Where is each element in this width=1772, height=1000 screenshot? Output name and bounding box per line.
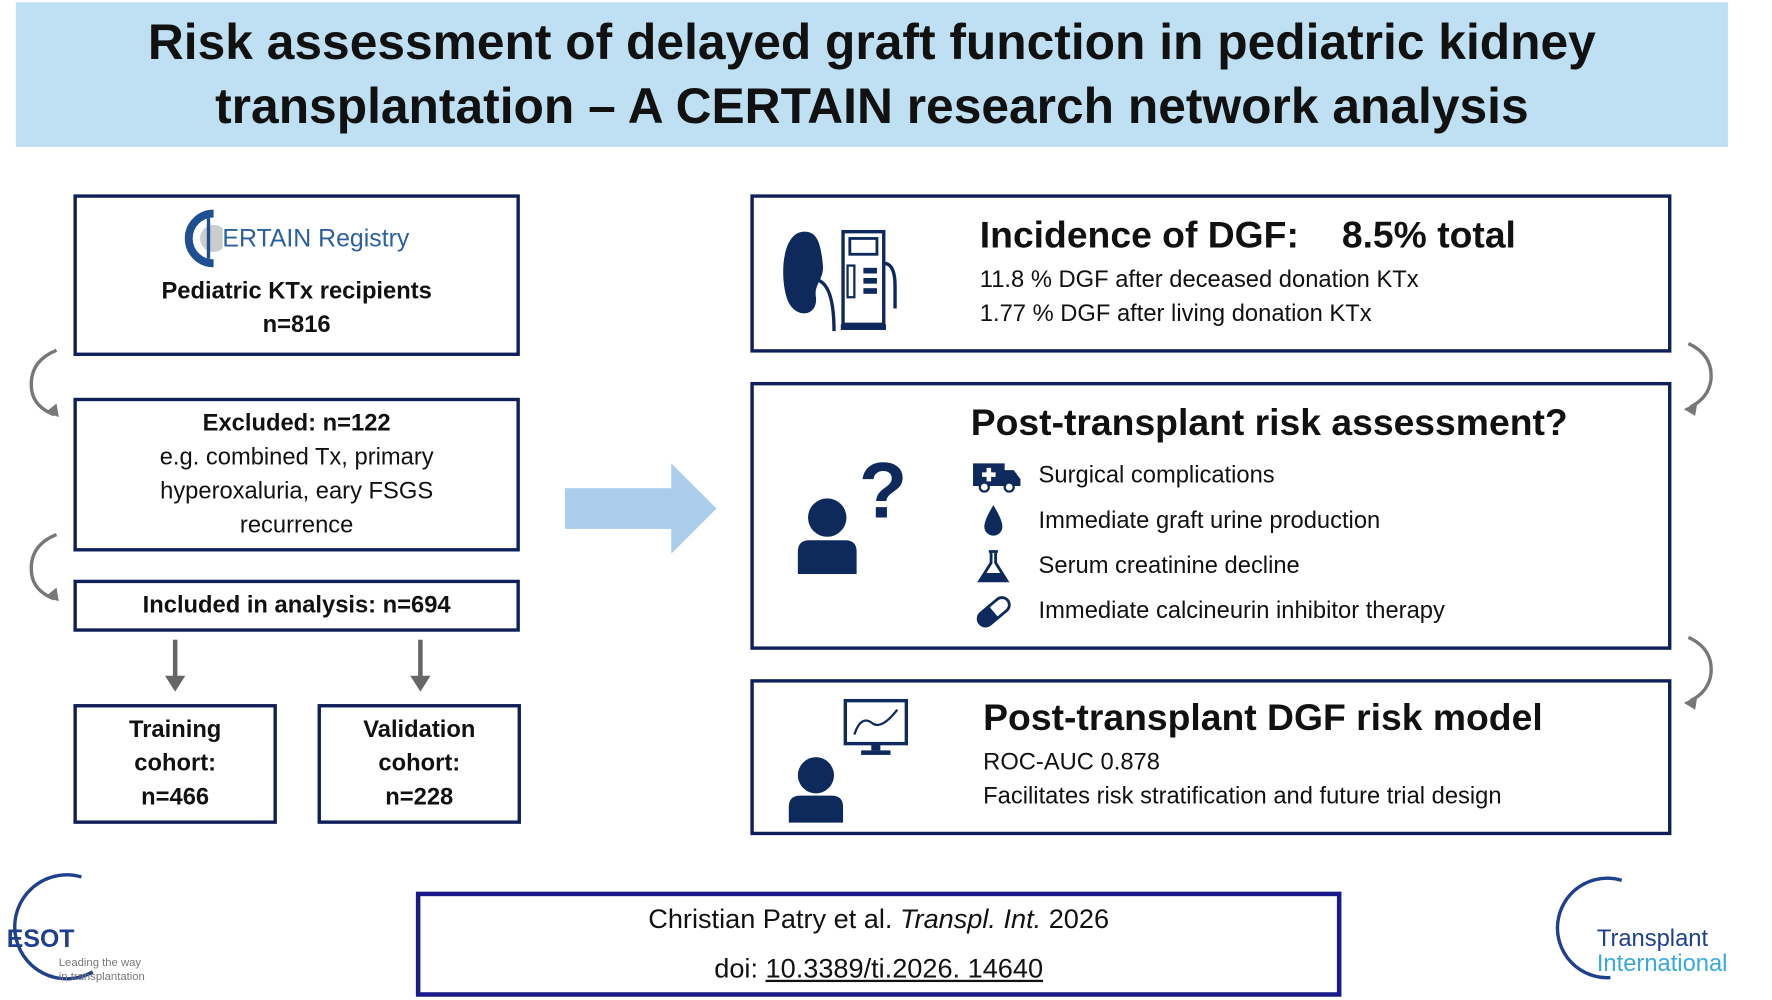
validation-line1: Validation bbox=[363, 716, 476, 743]
recipients-count: n=816 bbox=[262, 311, 331, 338]
transplant-international-logo: Transplant International bbox=[1543, 876, 1769, 983]
risk-factor-label: Immediate calcineurin inhibitor therapy bbox=[1038, 597, 1445, 624]
curved-arrow-icon bbox=[29, 348, 59, 418]
validation-line2: cohort: bbox=[378, 750, 461, 777]
risk-assessment-heading: Post-transplant risk assessment? bbox=[970, 401, 1568, 443]
esot-tagline-2: in transplantation bbox=[58, 970, 145, 984]
citation-year: 2026 bbox=[1041, 903, 1110, 935]
roc-auc: ROC-AUC 0.878 bbox=[983, 749, 1160, 776]
incidence-living: 1.77 % DGF after living donation KTx bbox=[979, 300, 1372, 327]
risk-factor-label: Immediate graft urine production bbox=[1038, 507, 1381, 534]
excluded-label: Excluded: n=122 bbox=[202, 410, 391, 437]
incidence-heading: Incidence of DGF: bbox=[979, 213, 1299, 256]
certain-registry-logo: ERTAIN Registry bbox=[184, 209, 409, 268]
ti-line1: Transplant bbox=[1596, 925, 1709, 952]
training-line1: Training bbox=[129, 716, 222, 743]
ti-line2: International bbox=[1596, 950, 1728, 977]
kidney-icon bbox=[783, 231, 824, 314]
registry-logo-text: ERTAIN Registry bbox=[222, 223, 410, 252]
right-arrow-icon bbox=[565, 463, 717, 554]
svg-text:?: ? bbox=[859, 448, 906, 535]
excluded-box: Excluded: n=122 e.g. combined Tx, primar… bbox=[73, 397, 520, 552]
incidence-deceased: 11.8 % DGF after deceased donation KTx bbox=[979, 266, 1419, 293]
esot-text: ESOT bbox=[6, 924, 75, 953]
ti-arc-icon bbox=[1555, 876, 1623, 980]
doi-link[interactable]: 10.3389/ti.2026. 14640 bbox=[765, 953, 1044, 984]
citation-journal: Transpl. Int. bbox=[899, 903, 1042, 935]
validation-cohort-box: Validation cohort: n=228 bbox=[317, 704, 521, 824]
down-arrow-icon bbox=[164, 639, 186, 692]
incidence-total: 8.5% total bbox=[1341, 213, 1516, 256]
pill-icon bbox=[976, 596, 1011, 628]
kidney-dialysis-icon bbox=[783, 229, 897, 332]
certain-logo-icon bbox=[184, 209, 223, 267]
incidence-box: Incidence of DGF: 8.5% total 11.8 % DGF a… bbox=[750, 194, 1672, 353]
citation-box: Christian Patry et al. Transpl. Int. 202… bbox=[415, 891, 1342, 997]
esot-tagline-1: Leading the way bbox=[58, 957, 142, 970]
risk-model-heading: Post-transplant DGF risk model bbox=[983, 696, 1543, 738]
esot-logo: ESOT Leading the way in transplantation bbox=[2, 870, 172, 994]
list-item: Serum creatinine decline bbox=[971, 544, 1445, 589]
risk-model-box: Post-transplant DGF risk model ROC-AUC 0… bbox=[750, 679, 1672, 836]
risk-assessment-box: ? Post-transplant risk assessment? Surgi… bbox=[750, 381, 1672, 650]
training-cohort-box: Training cohort: n=466 bbox=[73, 704, 277, 824]
curved-arrow-icon bbox=[1683, 342, 1713, 416]
recipients-label: Pediatric KTx recipients bbox=[161, 277, 432, 304]
training-count: n=466 bbox=[141, 784, 210, 811]
registry-box: ERTAIN Registry Pediatric KTx recipients… bbox=[73, 194, 520, 356]
doi-prefix: doi: bbox=[714, 953, 766, 984]
drop-icon bbox=[984, 505, 1003, 536]
risk-factor-list: Surgical complications Immediate graft u… bbox=[971, 453, 1445, 634]
curved-arrow-icon bbox=[1683, 635, 1713, 710]
flask-icon bbox=[977, 550, 1010, 583]
included-box: Included in analysis: n=694 bbox=[73, 579, 520, 632]
down-arrow-icon bbox=[410, 639, 431, 692]
list-item: Immediate graft urine production bbox=[971, 498, 1445, 543]
esot-arc-icon bbox=[13, 873, 94, 981]
excluded-detail: e.g. combined Tx, primary hyperoxaluria,… bbox=[159, 444, 434, 538]
risk-factor-label: Surgical complications bbox=[1038, 462, 1275, 489]
model-benefit: Facilitates risk stratification and futu… bbox=[983, 783, 1502, 810]
training-line2: cohort: bbox=[134, 750, 217, 777]
ambulance-icon bbox=[973, 463, 1021, 493]
curved-arrow-icon bbox=[29, 532, 59, 602]
list-item: Surgical complications bbox=[971, 453, 1445, 498]
person-monitor-icon bbox=[788, 698, 909, 823]
citation-authors: Christian Patry et al. bbox=[648, 903, 900, 935]
list-item: Immediate calcineurin inhibitor therapy bbox=[971, 589, 1445, 634]
person-question-icon: ? bbox=[797, 448, 906, 575]
risk-factor-label: Serum creatinine decline bbox=[1038, 552, 1300, 579]
included-label: Included in analysis: n=694 bbox=[142, 592, 451, 619]
page-title: Risk assessment of delayed graft functio… bbox=[15, 2, 1728, 147]
dialysis-machine-icon bbox=[840, 229, 897, 330]
validation-count: n=228 bbox=[385, 784, 454, 811]
